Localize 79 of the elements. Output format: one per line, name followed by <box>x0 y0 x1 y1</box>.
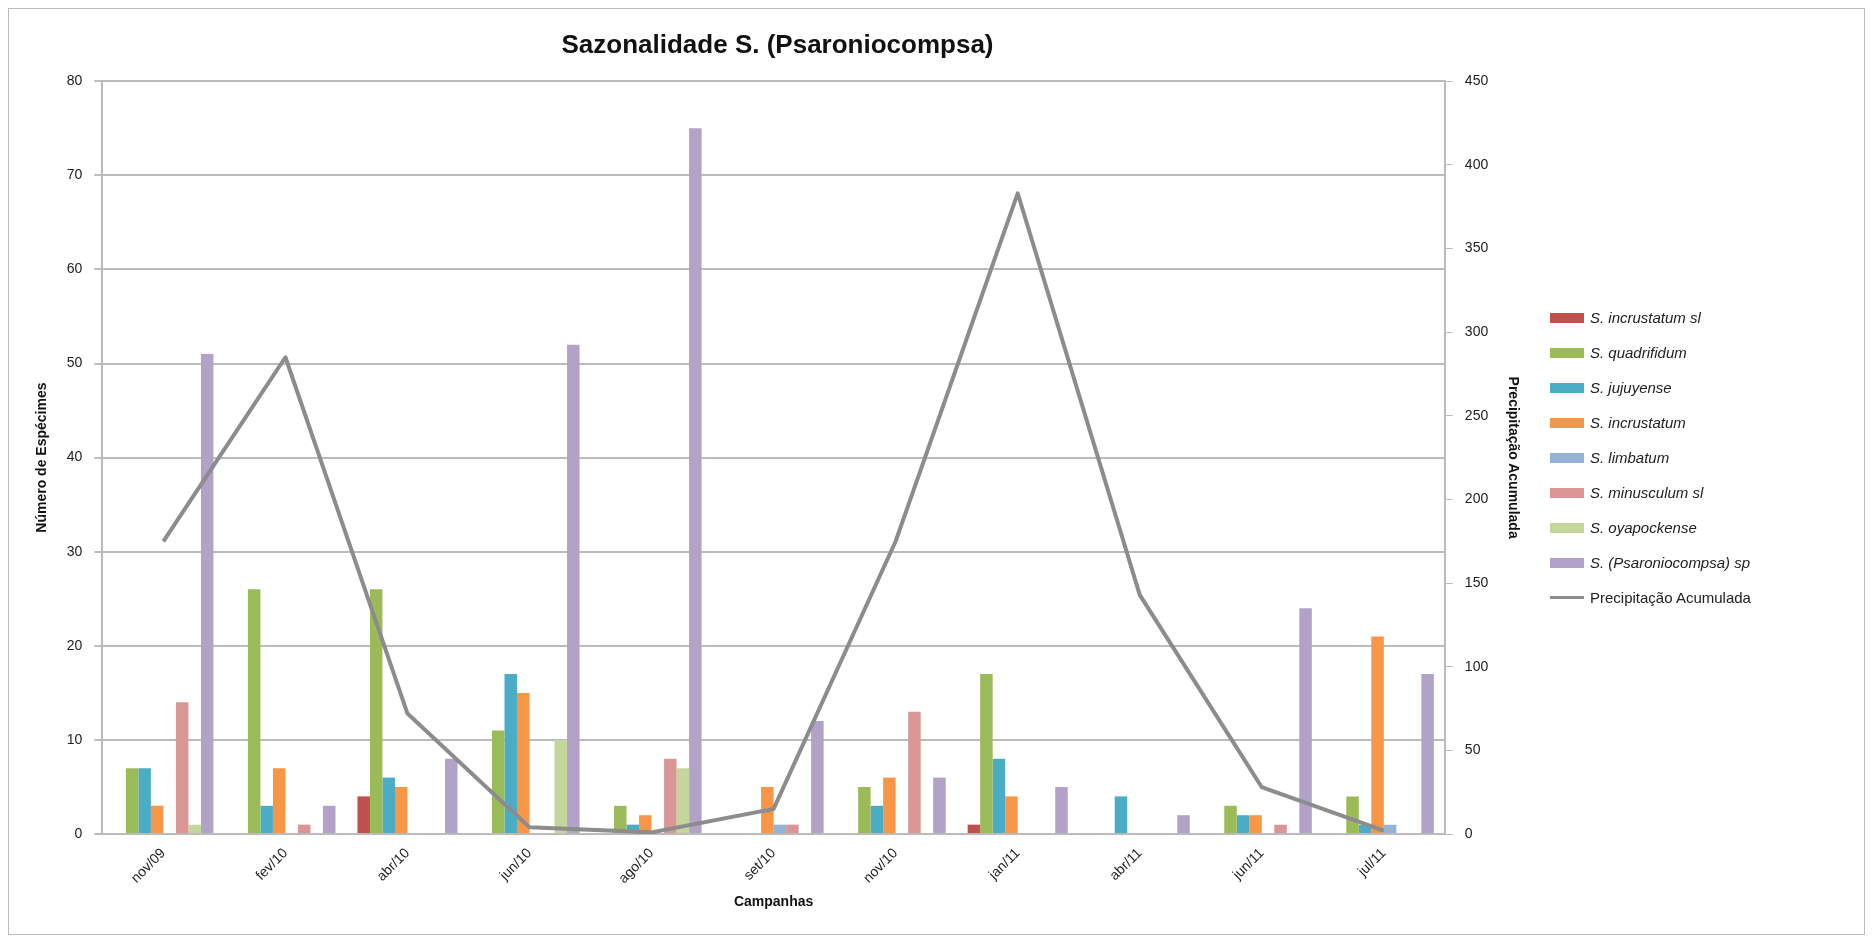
bar <box>773 824 787 834</box>
y2-tick-label: 450 <box>1464 72 1489 89</box>
y2-tick-label: 400 <box>1464 155 1489 172</box>
legend-label: S. jujuyense <box>1590 379 1672 397</box>
bar <box>1274 824 1287 834</box>
bar <box>1177 815 1190 834</box>
y2-axis-title: Precipitação Acumulada <box>1505 376 1522 539</box>
bar <box>858 786 871 834</box>
bar <box>811 721 824 834</box>
bar <box>188 824 201 834</box>
y2-tick-label: 150 <box>1464 573 1489 590</box>
bar <box>676 768 690 834</box>
bar <box>1055 786 1068 834</box>
y2-tick-label: 50 <box>1464 741 1481 758</box>
bar <box>554 739 568 834</box>
bar <box>322 805 336 834</box>
bar <box>980 674 993 834</box>
legend-label: S. limbatum <box>1590 449 1670 467</box>
y-tick-label: 50 <box>66 354 83 371</box>
bar <box>382 777 395 834</box>
y2-tick-label: 0 <box>1464 824 1473 841</box>
bar <box>567 344 580 834</box>
bar <box>933 777 946 834</box>
bar <box>175 702 189 834</box>
y-tick-label: 60 <box>66 260 83 277</box>
bar <box>786 824 799 834</box>
y2-tick-label: 200 <box>1464 490 1489 507</box>
y-tick-label: 10 <box>66 730 83 747</box>
y2-tick-label: 100 <box>1464 657 1489 674</box>
bar <box>967 824 981 834</box>
bar <box>517 692 530 834</box>
legend-label: S. (Psaroniocompsa) sp <box>1590 554 1751 572</box>
bar <box>664 758 677 834</box>
legend-label: S. incrustatum sl <box>1590 309 1701 327</box>
bar <box>1005 796 1018 834</box>
bar <box>125 768 139 834</box>
bar <box>200 354 214 834</box>
y-axis-title: Número de Espécimes <box>33 382 50 533</box>
legend-label: S. minusculum sl <box>1590 484 1704 502</box>
bar <box>883 777 896 834</box>
y-tick-label: 80 <box>66 72 83 89</box>
bar <box>1114 796 1128 834</box>
legend-label: S. incrustatum <box>1590 414 1686 432</box>
bar <box>1224 805 1237 834</box>
bar <box>1371 636 1384 834</box>
y2-tick-label: 300 <box>1464 323 1489 340</box>
bar <box>247 589 261 834</box>
legend-label: S. quadrifidum <box>1590 344 1687 362</box>
bar <box>138 768 151 834</box>
bar <box>297 824 311 834</box>
bar <box>1421 674 1434 834</box>
bar <box>150 805 164 834</box>
bar <box>908 711 921 834</box>
bar <box>1236 815 1250 834</box>
bar <box>394 786 408 834</box>
bar <box>357 796 370 834</box>
bar <box>369 589 383 834</box>
y-tick-label: 40 <box>66 448 83 465</box>
y-tick-label: 0 <box>74 824 83 841</box>
bar <box>992 758 1006 834</box>
y2-tick-label: 250 <box>1464 406 1489 423</box>
y2-tick-label: 350 <box>1464 239 1489 256</box>
bar <box>870 805 884 834</box>
bar <box>504 674 518 834</box>
bar <box>1383 824 1397 834</box>
bar <box>1249 815 1262 834</box>
chart-title: Sazonalidade S. (Psaroniocompsa) <box>561 28 994 59</box>
bar <box>689 128 702 834</box>
bar <box>1299 608 1312 834</box>
legend-label: Precipitação Acumulada <box>1590 589 1751 607</box>
bar <box>272 768 286 834</box>
y-tick-label: 30 <box>66 542 83 559</box>
bar <box>445 758 458 834</box>
bar <box>260 805 273 834</box>
x-axis-title: Campanhas <box>733 893 814 910</box>
y-tick-label: 20 <box>66 636 83 653</box>
bar <box>491 730 505 834</box>
legend-label: S. oyapockense <box>1590 519 1697 537</box>
y-tick-label: 70 <box>66 166 83 183</box>
